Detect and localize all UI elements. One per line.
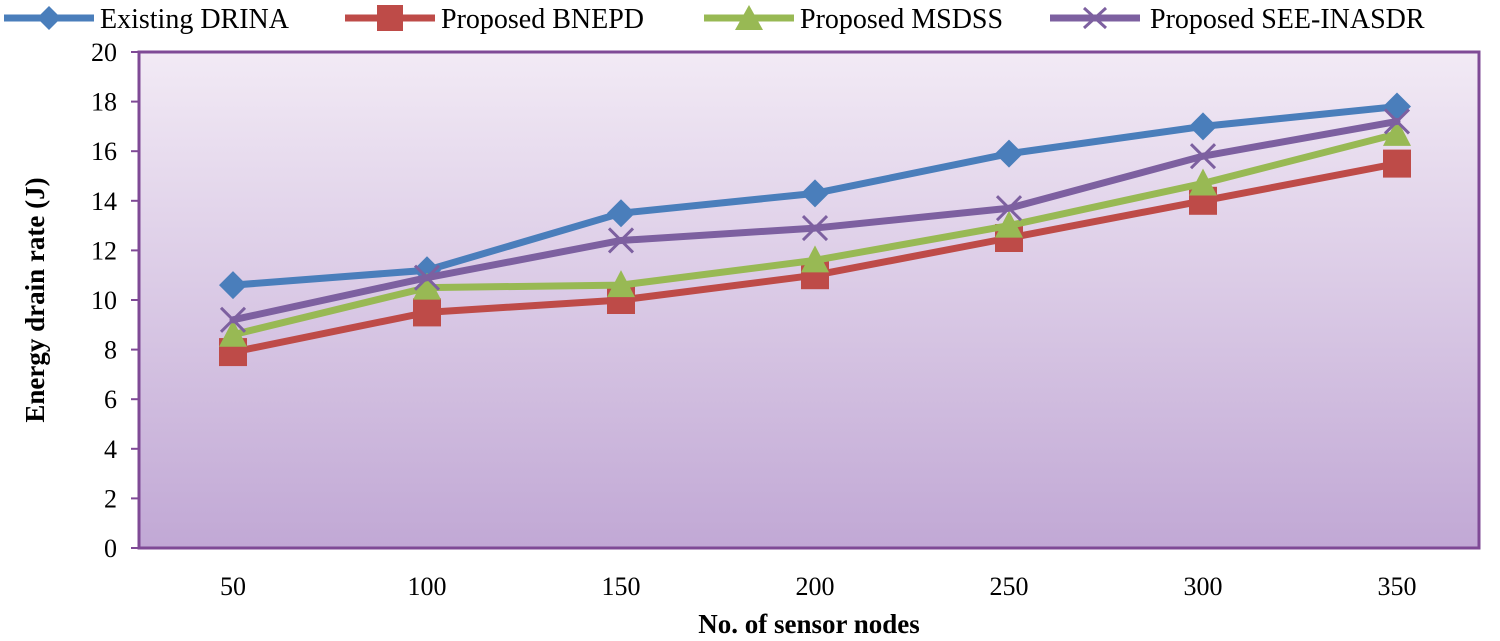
data-point-x [219,306,247,333]
data-point-triangle [413,272,441,300]
data-point-x [1189,143,1217,170]
data-point-diamond [607,199,635,228]
legend-item-proposed-msdss[interactable]: Proposed MSDSS [704,4,1003,35]
y-tick-label: 14 [91,187,117,216]
x-tick-label: 100 [408,572,447,601]
y-tick-label: 8 [104,336,117,365]
y-tick-label: 20 [91,38,117,67]
legend-label: Proposed MSDSS [800,4,1003,35]
legend-diamond-marker [37,6,61,30]
x-tick-label: 50 [220,572,246,601]
y-tick-label: 0 [104,534,117,563]
y-tick-label: 12 [91,236,117,265]
data-point-square [1383,149,1411,178]
x-tick-label: 150 [602,572,641,601]
y-tick-label: 10 [91,286,117,315]
data-point-diamond [995,139,1023,168]
legend: Existing DRINA Proposed BNEPD Proposed M… [4,4,1425,35]
data-point-x [1383,108,1411,135]
legend-label: Proposed BNEPD [441,4,644,35]
data-point-triangle [801,245,829,273]
series-layer [219,92,1411,367]
legend-label: Existing DRINA [100,4,290,35]
y-tick-label: 18 [91,88,117,117]
x-tick-label: 300 [1184,572,1223,601]
y-tick-label: 2 [104,484,117,513]
data-point-triangle [1189,168,1217,196]
y-axis: 0 2 4 6 8 10 12 14 16 18 20 [91,38,139,563]
x-tick-label: 200 [796,572,835,601]
legend-item-existing-drina[interactable]: Existing DRINA [4,4,290,35]
data-point-square [413,298,441,327]
x-axis: 50 100 150 200 250 300 350 [220,572,1417,601]
data-point-x [995,195,1023,222]
legend-x-marker [1082,6,1108,30]
y-tick-label: 4 [104,435,117,464]
plot-area [137,50,1481,550]
data-point-x [413,264,441,291]
data-point-triangle [995,210,1023,238]
data-point-triangle [1383,118,1411,146]
y-axis-title: Energy drain rate (J) [20,177,50,422]
legend-item-proposed-see-inasdr[interactable]: Proposed SEE-INASDR [1050,4,1425,35]
legend-item-proposed-bnepd[interactable]: Proposed BNEPD [345,4,644,35]
data-point-diamond [801,179,829,208]
data-point-x [801,215,829,242]
data-point-diamond [219,271,247,300]
data-point-triangle [607,270,635,298]
y-tick-label: 6 [104,385,117,414]
y-tick-label: 16 [91,137,117,166]
data-point-x [607,227,635,254]
x-tick-label: 250 [990,572,1029,601]
legend-square-marker [377,5,403,31]
legend-triangle-marker [735,5,763,30]
data-point-diamond [1189,112,1217,141]
legend-label: Proposed SEE-INASDR [1150,4,1425,35]
data-point-triangle [219,319,247,347]
x-axis-title: No. of sensor nodes [698,609,920,639]
x-tick-label: 350 [1378,572,1417,601]
